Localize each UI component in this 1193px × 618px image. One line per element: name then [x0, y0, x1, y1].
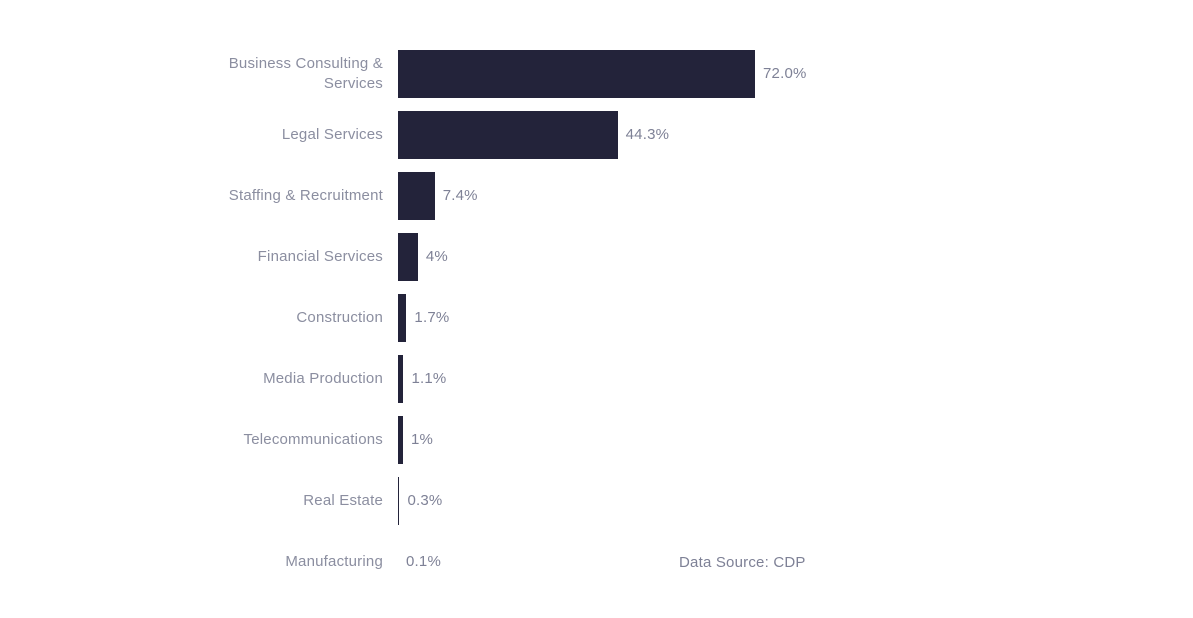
chart-row: Media Production 1.1%: [0, 348, 1193, 409]
category-label: Construction: [296, 308, 383, 326]
bar: [398, 293, 407, 342]
bar-track: 0.1%: [398, 531, 1193, 592]
category-label: Financial Services: [257, 247, 383, 265]
bar: [398, 232, 418, 281]
bar-track: 1.7%: [398, 287, 1193, 348]
category-label: Media Production: [263, 369, 383, 387]
bar-chart: Business Consulting & Services 72.0% Legal…: [0, 43, 1193, 592]
chart-row: Manufacturing 0.1%: [0, 531, 1193, 592]
bar-track: 1%: [398, 409, 1193, 470]
data-source-note: Data Source: CDP: [679, 554, 806, 571]
value-label: 0.1%: [406, 553, 441, 570]
chart-row: Construction 1.7%: [0, 287, 1193, 348]
bar: [398, 49, 755, 98]
bar: [398, 476, 400, 525]
bar-track: 4%: [398, 226, 1193, 287]
chart-row: Telecommunications 1%: [0, 409, 1193, 470]
value-label: 1.7%: [414, 309, 450, 326]
bar: [398, 415, 403, 464]
bar-track: 7.4%: [398, 165, 1193, 226]
value-label: 0.3%: [407, 492, 443, 509]
category-label: Real Estate: [303, 491, 383, 509]
category-label: Legal Services: [281, 125, 383, 143]
bar: [398, 110, 618, 159]
value-label: 4%: [425, 248, 448, 265]
category-label: Staffing & Recruitment: [228, 186, 383, 204]
bar-track: 44.3%: [398, 104, 1193, 165]
chart-row: Business Consulting & Services 72.0%: [0, 43, 1193, 104]
category-label: Business Consulting & Services: [228, 54, 383, 92]
bar-track: 72.0%: [398, 43, 1193, 104]
chart-row: Staffing & Recruitment 7.4%: [0, 165, 1193, 226]
value-label: 1.1%: [411, 370, 447, 387]
category-label: Telecommunications: [243, 430, 383, 448]
value-label: 7.4%: [442, 187, 478, 204]
bar: [398, 171, 435, 220]
category-label: Manufacturing: [285, 552, 383, 570]
bar: [398, 354, 404, 403]
chart-row: Financial Services 4%: [0, 226, 1193, 287]
bar-track: 1.1%: [398, 348, 1193, 409]
chart-row: Real Estate 0.3%: [0, 470, 1193, 531]
value-label: 72.0%: [763, 65, 807, 82]
value-label: 44.3%: [625, 126, 670, 143]
chart-row: Legal Services 44.3%: [0, 104, 1193, 165]
bar-track: 0.3%: [398, 470, 1193, 531]
value-label: 1%: [410, 431, 434, 448]
